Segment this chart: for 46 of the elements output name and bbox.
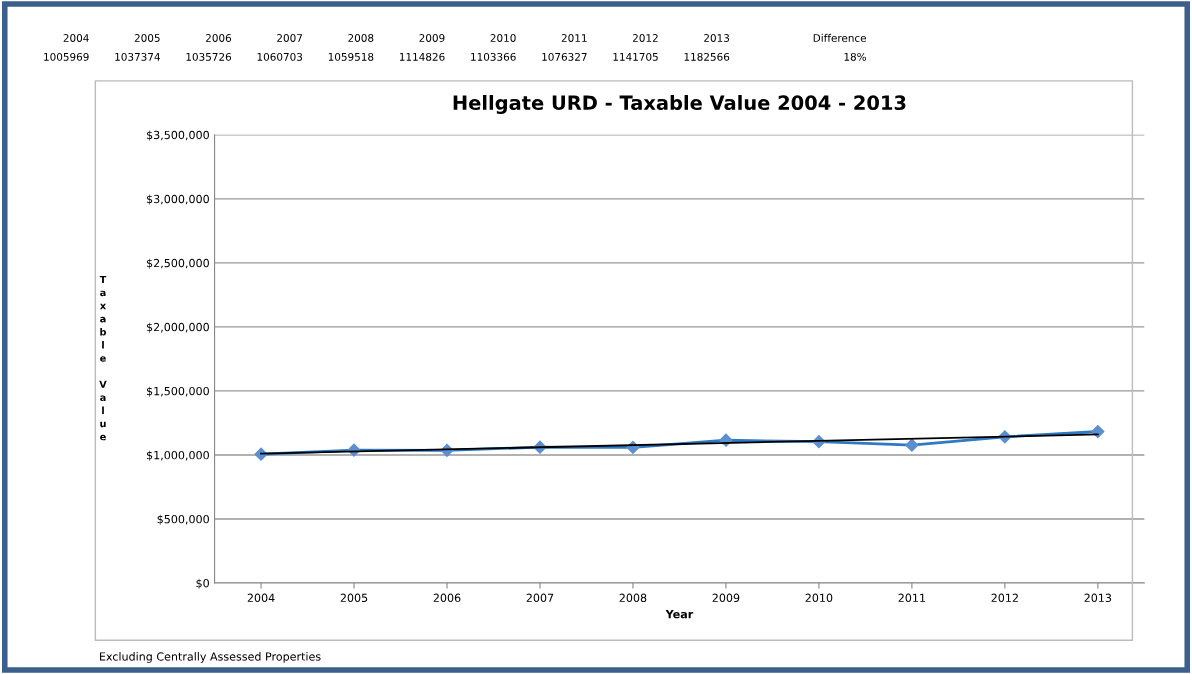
x-tick-label: 2007 xyxy=(526,593,554,603)
text: 18% xyxy=(844,52,867,61)
text: 2008 xyxy=(348,34,374,42)
text: 1182566 xyxy=(684,52,730,61)
x-tick-label: 2005 xyxy=(340,593,368,603)
text: Difference xyxy=(813,33,867,42)
x-axis-title: Year xyxy=(665,610,694,619)
y-tick-label: $3,000,000 xyxy=(147,194,209,205)
text: 1114826 xyxy=(399,52,445,61)
text: Excluding Centrally Assessed Properties xyxy=(100,652,321,663)
x-tick-label: 2009 xyxy=(712,593,740,603)
x-tick-label: 2006 xyxy=(433,593,461,603)
y-tick-label: $3,500,000 xyxy=(147,130,209,141)
text: 2012 xyxy=(632,34,658,42)
y-tick-label: $1,000,000 xyxy=(147,450,209,461)
text: 1037374 xyxy=(115,52,160,61)
text: 1076327 xyxy=(542,52,587,61)
y-tick-label: $0 xyxy=(196,578,209,589)
point xyxy=(1091,424,1105,439)
x-tick-label: 2010 xyxy=(805,593,833,603)
y-tick-label: $1,500,000 xyxy=(147,386,209,397)
y-tick-label: $500,000 xyxy=(157,514,209,525)
text: 2013 xyxy=(704,34,730,42)
text: 1103366 xyxy=(471,52,516,61)
text: Taxable Value xyxy=(99,275,107,441)
chart-title: Hellgate URD - Taxable Value 2004 - 2013 xyxy=(453,95,906,114)
y-tick-label: $2,500,000 xyxy=(147,258,209,269)
text: 1005969 xyxy=(44,52,89,61)
text: 1141705 xyxy=(613,52,658,61)
text: 2009 xyxy=(419,34,445,42)
x-tick-label: 2011 xyxy=(898,593,925,603)
text: 2004 xyxy=(63,34,89,42)
y-tick-label: $2,000,000 xyxy=(147,322,209,333)
x-tick-label: 2012 xyxy=(991,593,1018,603)
text: 2007 xyxy=(277,34,302,42)
point xyxy=(905,438,919,452)
text: 2005 xyxy=(134,34,160,42)
text: 2006 xyxy=(205,34,232,42)
text: 1060703 xyxy=(257,52,303,61)
x-tick-label: 2008 xyxy=(619,593,647,603)
x-tick-label: 2013 xyxy=(1084,593,1112,603)
x-tick-label: 2004 xyxy=(247,593,275,603)
text: 2011 xyxy=(561,34,587,42)
text: 2010 xyxy=(490,34,516,42)
text: 1059518 xyxy=(328,52,374,61)
text: 1035726 xyxy=(186,52,232,61)
